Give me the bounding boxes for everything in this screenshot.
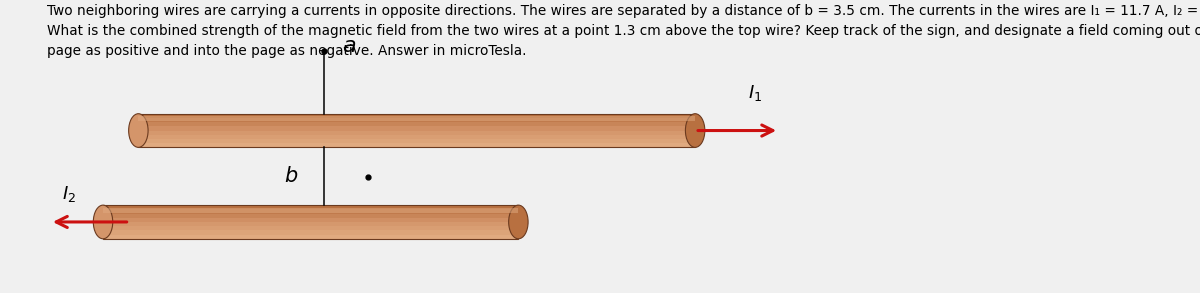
Bar [103, 209, 518, 214]
Text: a: a [342, 36, 355, 56]
Bar [103, 235, 518, 239]
Text: $I_1$: $I_1$ [748, 83, 762, 103]
Bar [103, 208, 518, 213]
Bar [138, 143, 695, 147]
Bar [138, 139, 695, 143]
Bar [103, 205, 518, 209]
Bar [138, 122, 695, 126]
Ellipse shape [94, 205, 113, 239]
Bar [138, 114, 695, 147]
Bar [103, 218, 518, 222]
Ellipse shape [128, 114, 148, 147]
Ellipse shape [685, 114, 704, 147]
Bar [138, 118, 695, 122]
Text: b: b [284, 166, 298, 185]
Ellipse shape [509, 205, 528, 239]
Bar [138, 116, 695, 121]
Text: $I_2$: $I_2$ [62, 184, 77, 205]
Text: Two neighboring wires are carrying a currents in opposite directions. The wires : Two neighboring wires are carrying a cur… [47, 4, 1200, 58]
Bar [138, 126, 695, 131]
Bar [103, 226, 518, 230]
Bar [138, 114, 695, 118]
Bar [138, 131, 695, 135]
Bar [103, 230, 518, 235]
Bar [103, 205, 518, 239]
Bar [103, 222, 518, 226]
Bar [138, 135, 695, 139]
Bar [103, 214, 518, 218]
